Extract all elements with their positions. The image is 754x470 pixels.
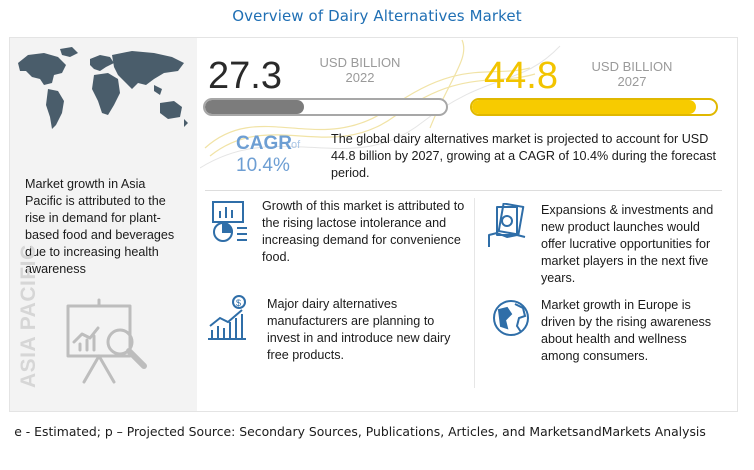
unit-2022: USD BILLION 2022 — [311, 55, 409, 85]
page-title: Overview of Dairy Alternatives Market — [232, 7, 522, 25]
market-description: The global dairy alternatives market is … — [331, 132, 717, 180]
finding-text: Major dairy alternatives manufacturers a… — [267, 297, 451, 362]
divider — [474, 198, 475, 388]
unit-2022-label: USD BILLION — [319, 55, 401, 70]
world-map-icon — [18, 47, 188, 129]
value-2027: 44.8 — [484, 55, 558, 97]
unit-2027-label: USD BILLION — [591, 59, 673, 74]
unit-2027: USD BILLION 2027 — [580, 59, 684, 89]
finding-text: Expansions & investments and new product… — [541, 203, 714, 285]
analytics-icon — [212, 201, 247, 242]
cagr-value: 10.4% — [236, 155, 290, 176]
growth-chart-icon: $ — [208, 295, 246, 340]
finding-text: Market growth in Europe is driven by the… — [541, 298, 712, 363]
cagr-label: CAGR — [236, 133, 292, 154]
value-2022: 27.3 — [208, 55, 282, 97]
globe-icon — [493, 300, 529, 336]
year-2027: 2027 — [617, 74, 647, 89]
asia-pacific-text: Market growth in Asia Pacific is attribu… — [25, 177, 175, 276]
money-hand-icon — [488, 203, 526, 247]
bar-2022-fill — [205, 100, 304, 114]
bar-2022 — [203, 98, 448, 116]
year-2022: 2022 — [345, 70, 375, 85]
bar-2027-fill — [472, 100, 697, 114]
bar-2027 — [470, 98, 718, 116]
finding-text: Growth of this market is attributed to t… — [262, 199, 465, 264]
divider — [205, 190, 722, 191]
svg-text:$: $ — [236, 298, 241, 308]
presentation-board-icon — [66, 298, 147, 384]
cagr-of: of — [291, 139, 301, 151]
source-footer: e - Estimated; p – Projected Source: Sec… — [14, 424, 706, 439]
asia-pacific-label: ASIA PACIFIC — [17, 244, 40, 388]
